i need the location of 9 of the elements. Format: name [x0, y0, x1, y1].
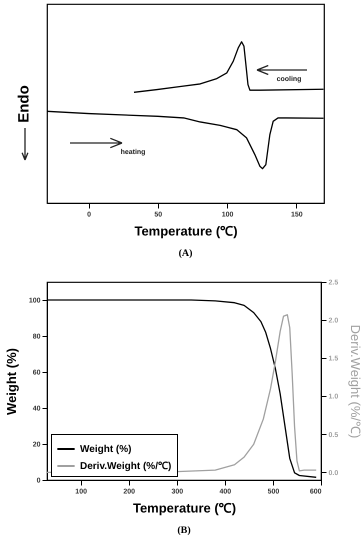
text: (A)	[178, 248, 192, 259]
y-axis-title: Weight (%)	[4, 348, 19, 415]
text: (B)	[177, 525, 191, 536]
x-axis-title: Temperature (℃)	[134, 224, 238, 238]
legend-label: Weight (%)	[80, 444, 132, 455]
x-axis-title: Temperature (℃)	[132, 500, 236, 516]
y-axis-title: Endo	[16, 85, 32, 123]
legend-label: Deriv.Weight (%/℃)	[80, 461, 172, 472]
y2-axis-title: Deriv.Weight (%/℃)	[348, 324, 362, 438]
